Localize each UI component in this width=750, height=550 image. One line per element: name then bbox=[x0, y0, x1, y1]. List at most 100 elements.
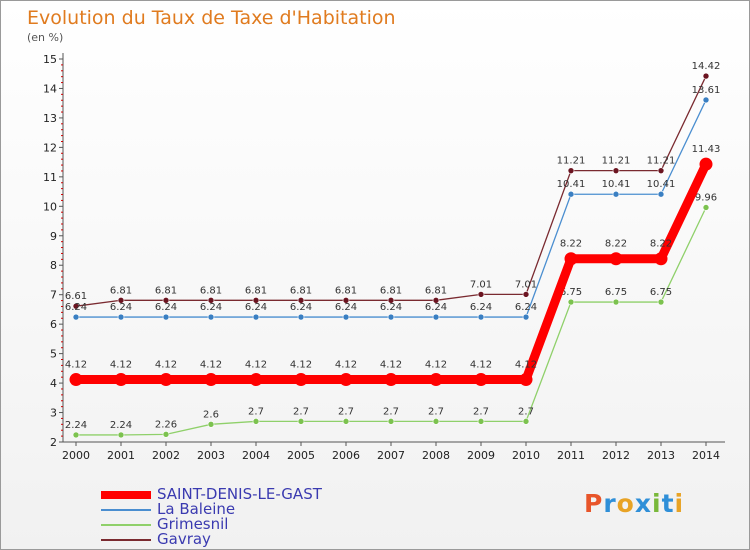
data-point bbox=[519, 373, 533, 387]
data-label: 8.22 bbox=[650, 239, 672, 250]
data-point bbox=[342, 296, 350, 304]
data-point bbox=[432, 296, 440, 304]
data-point bbox=[432, 313, 440, 321]
chart-title: Evolution du Taux de Taxe d'Habitation bbox=[27, 7, 396, 29]
data-point bbox=[297, 313, 305, 321]
data-point bbox=[702, 72, 710, 80]
x-tick-label: 2013 bbox=[647, 449, 675, 462]
data-point bbox=[612, 298, 620, 306]
data-point bbox=[339, 373, 353, 387]
data-point bbox=[567, 167, 575, 174]
data-label: 4.12 bbox=[245, 360, 267, 371]
data-label: 6.24 bbox=[200, 302, 222, 313]
data-point bbox=[564, 252, 578, 266]
data-label: 6.24 bbox=[110, 302, 132, 313]
y-tick-label: 2 bbox=[50, 436, 57, 449]
x-tick-label: 2009 bbox=[467, 449, 495, 462]
data-point bbox=[117, 431, 125, 439]
data-label: 4.12 bbox=[65, 360, 87, 371]
data-label: 2.24 bbox=[65, 420, 87, 431]
x-tick-label: 2011 bbox=[557, 449, 585, 462]
x-tick-label: 2005 bbox=[287, 449, 315, 462]
data-point bbox=[207, 296, 215, 304]
data-point bbox=[162, 431, 170, 438]
data-point bbox=[117, 296, 125, 304]
data-point bbox=[72, 302, 80, 310]
data-label: 9.96 bbox=[695, 192, 717, 203]
legend-swatch bbox=[101, 524, 151, 526]
data-point bbox=[612, 190, 620, 198]
data-label: 6.81 bbox=[155, 285, 177, 296]
data-label: 4.12 bbox=[200, 360, 222, 371]
data-point bbox=[207, 313, 215, 321]
data-label: 10.41 bbox=[602, 179, 631, 190]
y-tick-label: 7 bbox=[50, 289, 57, 302]
data-point bbox=[294, 373, 308, 387]
data-label: 4.12 bbox=[470, 360, 492, 371]
x-tick-label: 2004 bbox=[242, 449, 270, 462]
data-point bbox=[657, 298, 665, 306]
data-label: 10.41 bbox=[647, 179, 676, 190]
data-label: 8.22 bbox=[605, 239, 627, 250]
legend-label: Gavray bbox=[157, 530, 211, 548]
data-point bbox=[657, 167, 665, 174]
data-point bbox=[252, 313, 260, 321]
data-label: 6.24 bbox=[335, 302, 357, 313]
data-label: 6.81 bbox=[290, 285, 312, 296]
data-point bbox=[159, 373, 173, 387]
data-label: 6.24 bbox=[290, 302, 312, 313]
y-tick-label: 15 bbox=[43, 53, 57, 66]
data-label: 6.75 bbox=[650, 287, 672, 298]
x-tick-label: 2014 bbox=[692, 449, 720, 462]
data-label: 11.21 bbox=[557, 156, 586, 167]
x-tick-label: 2006 bbox=[332, 449, 360, 462]
data-label: 6.24 bbox=[245, 302, 267, 313]
data-label: 6.61 bbox=[65, 291, 87, 302]
unit-label: (en %) bbox=[27, 31, 64, 44]
data-label: 4.12 bbox=[425, 360, 447, 371]
data-label: 14.42 bbox=[692, 61, 721, 72]
data-point bbox=[342, 418, 350, 425]
x-tick-label: 2000 bbox=[62, 449, 90, 462]
data-point bbox=[207, 421, 215, 428]
data-label: 11.21 bbox=[647, 156, 676, 167]
data-point bbox=[609, 252, 623, 266]
y-tick-label: 9 bbox=[50, 230, 57, 243]
data-point bbox=[477, 313, 485, 321]
data-label: 6.81 bbox=[110, 285, 132, 296]
data-label: 6.24 bbox=[470, 302, 492, 313]
data-label: 10.41 bbox=[557, 179, 586, 190]
data-label: 6.81 bbox=[335, 285, 357, 296]
data-label: 2.7 bbox=[338, 406, 354, 417]
data-point bbox=[384, 373, 398, 387]
data-point bbox=[567, 298, 575, 306]
data-point bbox=[204, 373, 218, 387]
data-label: 4.12 bbox=[380, 360, 402, 371]
data-point bbox=[657, 190, 665, 198]
data-point bbox=[612, 167, 620, 174]
data-point bbox=[162, 296, 170, 304]
x-tick-label: 2012 bbox=[602, 449, 630, 462]
data-point bbox=[702, 96, 710, 104]
y-tick-label: 6 bbox=[50, 318, 57, 331]
data-point bbox=[297, 296, 305, 304]
y-tick-label: 14 bbox=[43, 82, 57, 95]
data-label: 2.7 bbox=[248, 406, 264, 417]
y-tick-label: 4 bbox=[50, 377, 57, 390]
data-point bbox=[252, 296, 260, 304]
data-label: 11.43 bbox=[692, 144, 721, 155]
data-point bbox=[477, 418, 485, 425]
data-label: 6.24 bbox=[380, 302, 402, 313]
data-point bbox=[387, 313, 395, 321]
data-point bbox=[702, 204, 710, 211]
x-tick-label: 2010 bbox=[512, 449, 540, 462]
y-tick-label: 5 bbox=[50, 348, 57, 361]
data-point bbox=[474, 373, 488, 387]
data-label: 6.81 bbox=[245, 285, 267, 296]
legend-swatch bbox=[101, 539, 151, 541]
data-label: 6.75 bbox=[605, 287, 627, 298]
data-point bbox=[522, 291, 530, 298]
data-point bbox=[522, 313, 530, 321]
data-label: 6.24 bbox=[425, 302, 447, 313]
